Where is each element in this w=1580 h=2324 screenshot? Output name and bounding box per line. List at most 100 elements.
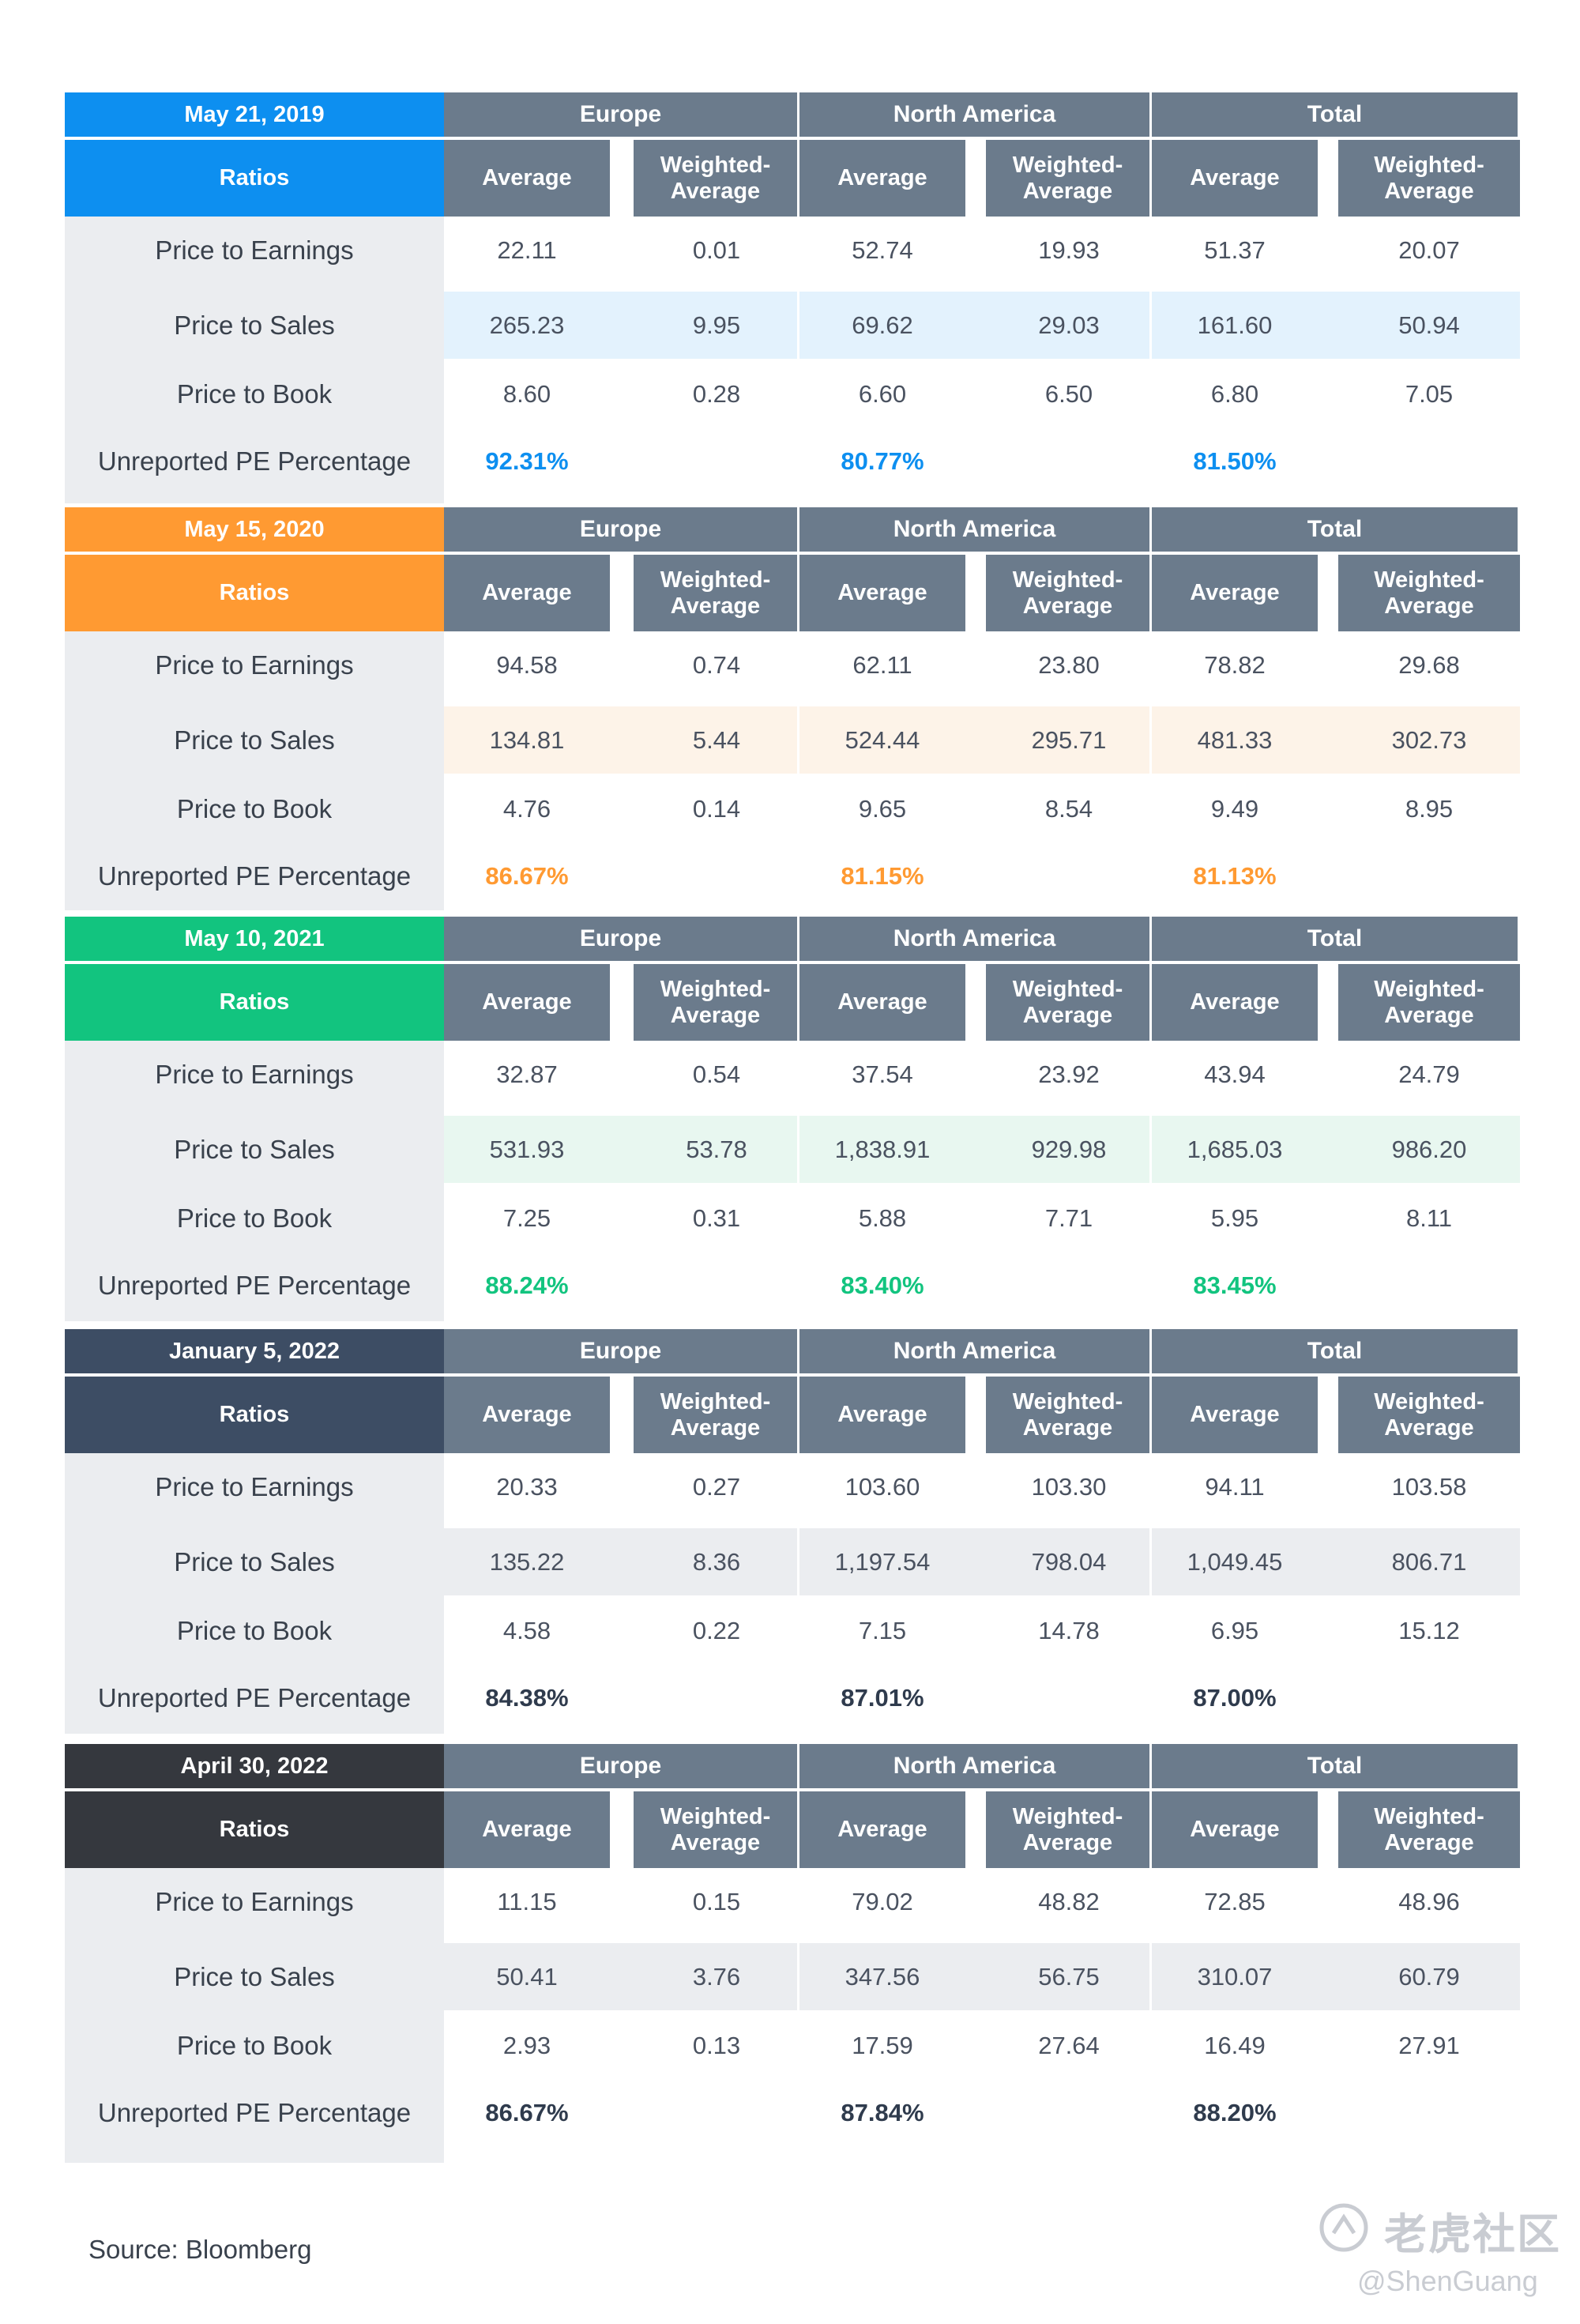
row-label: Price to Book [65,1185,444,1252]
weighted-average-column-header: Weighted-Average [986,555,1149,631]
region-header: North America [799,917,1149,961]
value-cell: 23.92 [1038,1060,1100,1088]
value-cell: 347.56 [845,1962,920,1991]
value-cell: 6.80 [1210,379,1259,408]
value-cell: 15.12 [1398,1616,1460,1644]
row-label: Price to Earnings [65,1041,444,1108]
row-label: Price to Sales [65,1528,444,1595]
value-cell: 60.79 [1398,1962,1460,1991]
header-row-columns: Ratios Average Weighted-Average Average Weig… [65,964,1520,1041]
unreported-percentage: 81.15% [841,861,924,890]
table-row: Price to Sales 134.81 5.44 524.44 295.71 481.… [65,706,1520,774]
value-cell: 27.64 [1038,2031,1100,2059]
watermark-handle: @ShenGuang [1357,2265,1538,2297]
value-cell: 0.22 [692,1616,741,1644]
column-divider [1149,1329,1152,1595]
value-cell: 8.11 [1405,1203,1453,1232]
value-cell: 4.58 [502,1616,551,1644]
value-cell: 0.74 [692,650,741,679]
row-stripe [444,1528,1520,1595]
row-label: Unreported PE Percentage [65,1664,444,1731]
value-cell: 9.65 [858,794,907,823]
average-column-header: Average [1152,140,1318,217]
value-cell: 798.04 [1031,1547,1107,1576]
row-label: Price to Sales [65,706,444,774]
source-note: Source: Bloomberg [88,2235,312,2264]
value-cell: 20.33 [496,1472,558,1501]
table-date: May 10, 2021 [65,917,444,961]
table-date: May 21, 2019 [65,92,444,137]
weighted-average-column-header: Weighted-Average [634,1791,797,1868]
average-column-header: Average [444,1791,610,1868]
unreported-percentage: 83.45% [1193,1271,1277,1299]
average-column-header: Average [444,555,610,631]
column-divider [1149,507,1152,774]
value-cell: 929.98 [1031,1135,1107,1163]
value-cell: 50.41 [496,1962,558,1991]
value-cell: 79.02 [852,1887,913,1915]
value-cell: 5.95 [1210,1203,1259,1232]
header-row-columns: Ratios Average Weighted-Average Average Weig… [65,140,1520,217]
value-cell: 103.60 [845,1472,920,1501]
weighted-average-column-header: Weighted-Average [986,1377,1149,1453]
value-cell: 29.03 [1038,311,1100,339]
header-row-regions: May 15, 2020 Europe North America Total [65,507,1520,552]
unreported-percentage: 81.13% [1193,861,1277,890]
average-column-header: Average [799,1791,965,1868]
value-cell: 20.07 [1398,235,1460,264]
region-header: Total [1152,507,1518,552]
value-cell: 48.96 [1398,1887,1460,1915]
average-column-header: Average [444,1377,610,1453]
value-cell: 481.33 [1197,725,1273,754]
average-column-header: Average [444,140,610,217]
unreported-percentage: 84.38% [485,1683,569,1712]
region-header: North America [799,1744,1149,1788]
value-cell: 32.87 [496,1060,558,1088]
region-header: North America [799,507,1149,552]
ratio-table: May 10, 2021 Europe North America Total Rati… [65,917,1520,1321]
value-cell: 7.05 [1405,379,1454,408]
table-row: Price to Earnings 20.33 0.27 103.60 103.30 94… [65,1453,1520,1520]
table-row: Price to Earnings 32.87 0.54 37.54 23.92 43.9… [65,1041,1520,1108]
value-cell: 53.78 [686,1135,747,1163]
average-column-header: Average [1152,555,1318,631]
row-label: Price to Sales [65,1116,444,1183]
ratios-header: Ratios [65,964,444,1041]
header-row-regions: January 5, 2022 Europe North America Total [65,1329,1520,1373]
table-date: May 15, 2020 [65,507,444,552]
value-cell: 0.54 [692,1060,741,1088]
table-row: Price to Earnings 94.58 0.74 62.11 23.80 78.8… [65,631,1520,699]
value-cell: 69.62 [852,311,913,339]
unreported-percentage: 87.01% [841,1683,924,1712]
header-row-regions: April 30, 2022 Europe North America Total [65,1744,1520,1788]
value-cell: 295.71 [1031,725,1107,754]
weighted-average-column-header: Weighted-Average [986,964,1149,1041]
value-cell: 8.60 [502,379,551,408]
column-divider [797,1329,799,1595]
row-label: Unreported PE Percentage [65,1252,444,1319]
value-cell: 43.94 [1204,1060,1266,1088]
header-row-columns: Ratios Average Weighted-Average Average Weig… [65,1377,1520,1453]
row-label: Price to Book [65,775,444,842]
value-cell: 302.73 [1391,725,1467,754]
value-cell: 6.50 [1044,379,1093,408]
unreported-pe-row: Unreported PE Percentage 86.67% 87.84% 88.2… [65,2079,1520,2146]
value-cell: 0.13 [692,2031,741,2059]
unreported-percentage: 92.31% [485,446,569,475]
row-label: Price to Sales [65,292,444,359]
header-row-columns: Ratios Average Weighted-Average Average Weig… [65,555,1520,631]
value-cell: 27.91 [1398,2031,1460,2059]
average-column-header: Average [799,140,965,217]
table-row: Price to Sales 50.41 3.76 347.56 56.75 310.07… [65,1943,1520,2010]
value-cell: 1,197.54 [834,1547,931,1576]
value-cell: 56.75 [1038,1962,1100,1991]
value-cell: 9.95 [692,311,741,339]
row-stripe [444,1116,1520,1183]
ratio-table: January 5, 2022 Europe North America Total R… [65,1329,1520,1734]
weighted-average-column-header: Weighted-Average [634,964,797,1041]
value-cell: 134.81 [489,725,565,754]
value-cell: 310.07 [1197,1962,1273,1991]
weighted-average-column-header: Weighted-Average [986,140,1149,217]
unreported-percentage: 86.67% [485,861,569,890]
value-cell: 0.14 [692,794,741,823]
